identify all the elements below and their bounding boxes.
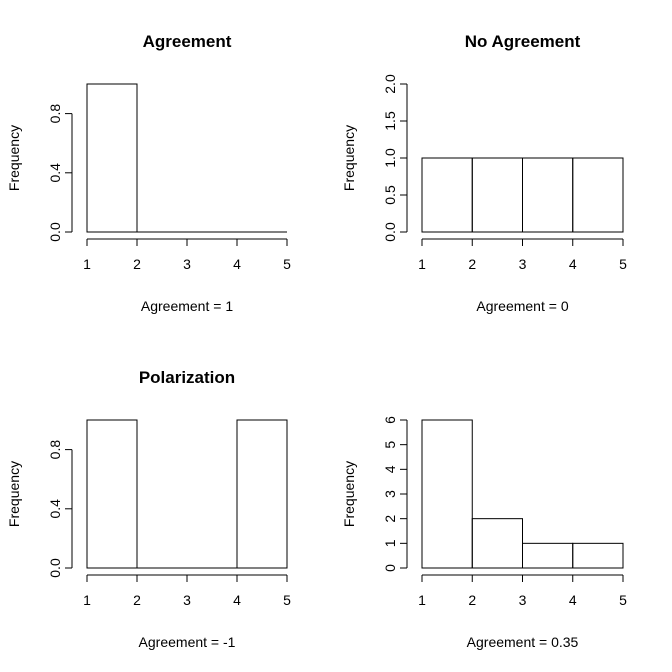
- histogram-panel-1: Agreement 1 2 3 4 5 0.0 0.4 0.8 Agreement = 1 Freq…: [6, 32, 291, 314]
- histogram-panel-2: No Agreement 1 2 3 4 5 0.0 0.5 1.0 1.5 2.0 Agreemen…: [341, 32, 627, 314]
- y-axis-label: Frequency: [6, 461, 22, 527]
- histogram-bar: [421, 419, 473, 569]
- y-axis-label: Frequency: [6, 125, 22, 191]
- y-tick-label: 0.0: [47, 558, 63, 578]
- x-tick-label: 5: [283, 592, 291, 608]
- x-tick-label: 2: [468, 592, 476, 608]
- y-tick-label: 2.0: [382, 74, 398, 94]
- histogram-panel-4: 1 2 3 4 5 0 1 2 3 4 5 6 Agreement = 0.35 Frequency: [341, 416, 627, 650]
- x-axis-label: Agreement = -1: [139, 634, 236, 650]
- y-tick-label: 4: [382, 465, 398, 473]
- y-axis-label: Frequency: [341, 461, 357, 527]
- x-tick-label: 5: [619, 256, 627, 272]
- x-tick-label: 1: [418, 592, 426, 608]
- y-tick-label: 1: [382, 539, 398, 547]
- x-tick-label: 4: [233, 592, 241, 608]
- y-tick-label: 0.8: [47, 104, 63, 124]
- histogram-bar: [522, 157, 574, 233]
- y-tick-label: 5: [382, 441, 398, 449]
- histogram-bar: [471, 518, 523, 569]
- y-axis-label: Frequency: [341, 125, 357, 191]
- x-axis-label: Agreement = 0.35: [467, 634, 579, 650]
- histogram-bar: [421, 157, 473, 233]
- y-tick-label: 0: [382, 564, 398, 572]
- y-tick-label: 1.5: [382, 111, 398, 131]
- x-tick-label: 1: [83, 592, 91, 608]
- chart-title: Agreement: [143, 32, 232, 51]
- chart-title: No Agreement: [465, 32, 581, 51]
- x-tick-label: 5: [619, 592, 627, 608]
- x-tick-label: 4: [233, 256, 241, 272]
- histogram-panel-3: Polarization 1 2 3 4 5 0.0 0.4 0.8 Agreement = -1…: [6, 368, 291, 650]
- histogram-bar: [572, 542, 624, 569]
- chart-title: Polarization: [139, 368, 235, 387]
- y-tick-label: 0.0: [47, 222, 63, 242]
- x-tick-label: 2: [133, 592, 141, 608]
- y-tick-label: 1.0: [382, 148, 398, 168]
- x-tick-label: 1: [83, 256, 91, 272]
- y-tick-label: 0.5: [382, 185, 398, 205]
- y-tick-label: 0.0: [382, 222, 398, 242]
- y-tick-label: 0.4: [47, 163, 63, 183]
- x-tick-label: 1: [418, 256, 426, 272]
- x-tick-label: 3: [519, 256, 527, 272]
- x-tick-label: 3: [183, 592, 191, 608]
- x-tick-label: 4: [569, 592, 577, 608]
- histogram-bar: [471, 157, 523, 233]
- x-tick-label: 3: [519, 592, 527, 608]
- histogram-bar: [86, 83, 138, 233]
- histogram-bar: [236, 419, 288, 569]
- y-tick-label: 2: [382, 515, 398, 523]
- histogram-bar: [572, 157, 624, 233]
- x-tick-label: 2: [133, 256, 141, 272]
- x-tick-label: 2: [468, 256, 476, 272]
- y-tick-label: 6: [382, 416, 398, 424]
- histogram-bar: [86, 419, 138, 569]
- y-tick-label: 3: [382, 490, 398, 498]
- x-tick-label: 3: [183, 256, 191, 272]
- x-axis-label: Agreement = 1: [141, 298, 233, 314]
- x-axis-label: Agreement = 0: [476, 298, 568, 314]
- x-tick-label: 4: [569, 256, 577, 272]
- y-tick-label: 0.8: [47, 440, 63, 460]
- y-tick-label: 0.4: [47, 499, 63, 519]
- histogram-bar: [522, 542, 574, 569]
- x-tick-label: 5: [283, 256, 291, 272]
